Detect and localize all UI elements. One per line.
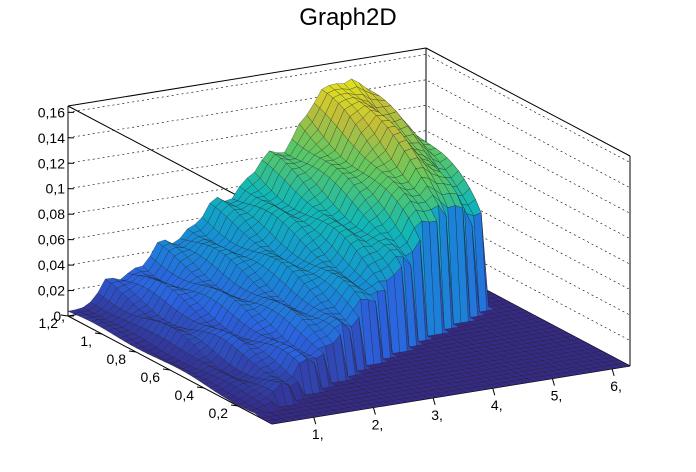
z-gridline — [67, 130, 631, 239]
top-right-line — [425, 47, 631, 157]
x-tick-mark — [611, 368, 615, 377]
z-tick-label: 0,08 — [38, 206, 65, 222]
y-tick-mark — [94, 332, 103, 335]
y-tick-label: 0,6 — [141, 369, 161, 385]
y-tick-mark — [162, 368, 171, 371]
x-tick-mark — [551, 378, 555, 386]
z-gridline — [67, 181, 631, 290]
x-tick-label: 3, — [431, 407, 443, 423]
y-tick-mark — [60, 314, 69, 317]
z-tick-label: 0,14 — [38, 130, 65, 146]
x-tick-mark — [372, 407, 376, 415]
z-tick-label: 0,06 — [38, 232, 65, 248]
x-tick-label: 1, — [312, 426, 324, 442]
y-tick-label: 1, — [80, 333, 92, 349]
x-tick-label: 2, — [372, 417, 384, 433]
x-tick-label: 5, — [551, 388, 563, 404]
chart-title: Graph2D — [299, 4, 397, 31]
z-tick-label: 0,16 — [38, 104, 65, 120]
surface-cell — [265, 419, 281, 425]
x-tick-mark — [313, 417, 317, 425]
y-tick-label: 0,8 — [107, 351, 127, 367]
x-tick-mark — [492, 388, 496, 396]
z-tick-label: 0,1 — [46, 181, 66, 197]
x-tick-label: 6, — [610, 378, 622, 394]
z-gridline — [67, 79, 631, 189]
back-top-line — [67, 47, 427, 107]
surface-mesh — [67, 78, 631, 425]
y-tick-label: 1,2 — [39, 315, 59, 331]
z-gridline — [67, 54, 631, 163]
x-tick-label: 4, — [491, 397, 503, 413]
y-tick-mark — [128, 350, 137, 353]
tick-labels: 1, 2, 3, 4, 5, 6, 0,2 0,4 0,6 0,8 1, 1,20, 0,02 0,04 0… — [38, 104, 622, 442]
z-tick-label: 0,12 — [38, 155, 65, 171]
z-tick-label: 0,04 — [38, 257, 65, 273]
z-tick-label: 0,02 — [38, 283, 65, 299]
z-tick-label: 0, — [53, 308, 65, 324]
z-gridline — [67, 155, 631, 265]
y-tick-label: 0,4 — [175, 387, 195, 403]
z-gridline — [67, 104, 631, 214]
y-tick-mark — [196, 386, 205, 389]
x-tick-mark — [432, 397, 436, 406]
y-tick-label: 0,2 — [209, 405, 229, 421]
y-tick-mark — [230, 404, 239, 407]
